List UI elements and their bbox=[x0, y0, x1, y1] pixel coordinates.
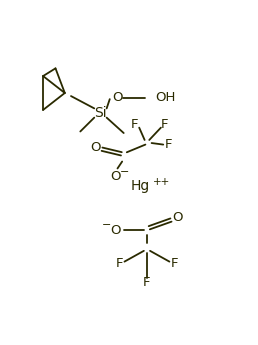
Text: Hg: Hg bbox=[131, 179, 150, 193]
Text: F: F bbox=[131, 118, 138, 131]
Text: O: O bbox=[110, 224, 120, 237]
Text: F: F bbox=[165, 138, 172, 151]
Text: F: F bbox=[143, 276, 151, 289]
Text: −: − bbox=[102, 220, 111, 230]
Text: F: F bbox=[116, 257, 124, 270]
Text: −: − bbox=[120, 167, 129, 177]
Text: O: O bbox=[110, 170, 120, 183]
Text: F: F bbox=[170, 257, 178, 270]
Text: ++: ++ bbox=[153, 177, 170, 187]
Text: Si: Si bbox=[94, 106, 107, 120]
Text: O: O bbox=[112, 91, 123, 104]
Text: OH: OH bbox=[156, 91, 176, 104]
Text: O: O bbox=[172, 211, 182, 224]
Text: O: O bbox=[90, 141, 100, 154]
Text: F: F bbox=[160, 118, 168, 131]
